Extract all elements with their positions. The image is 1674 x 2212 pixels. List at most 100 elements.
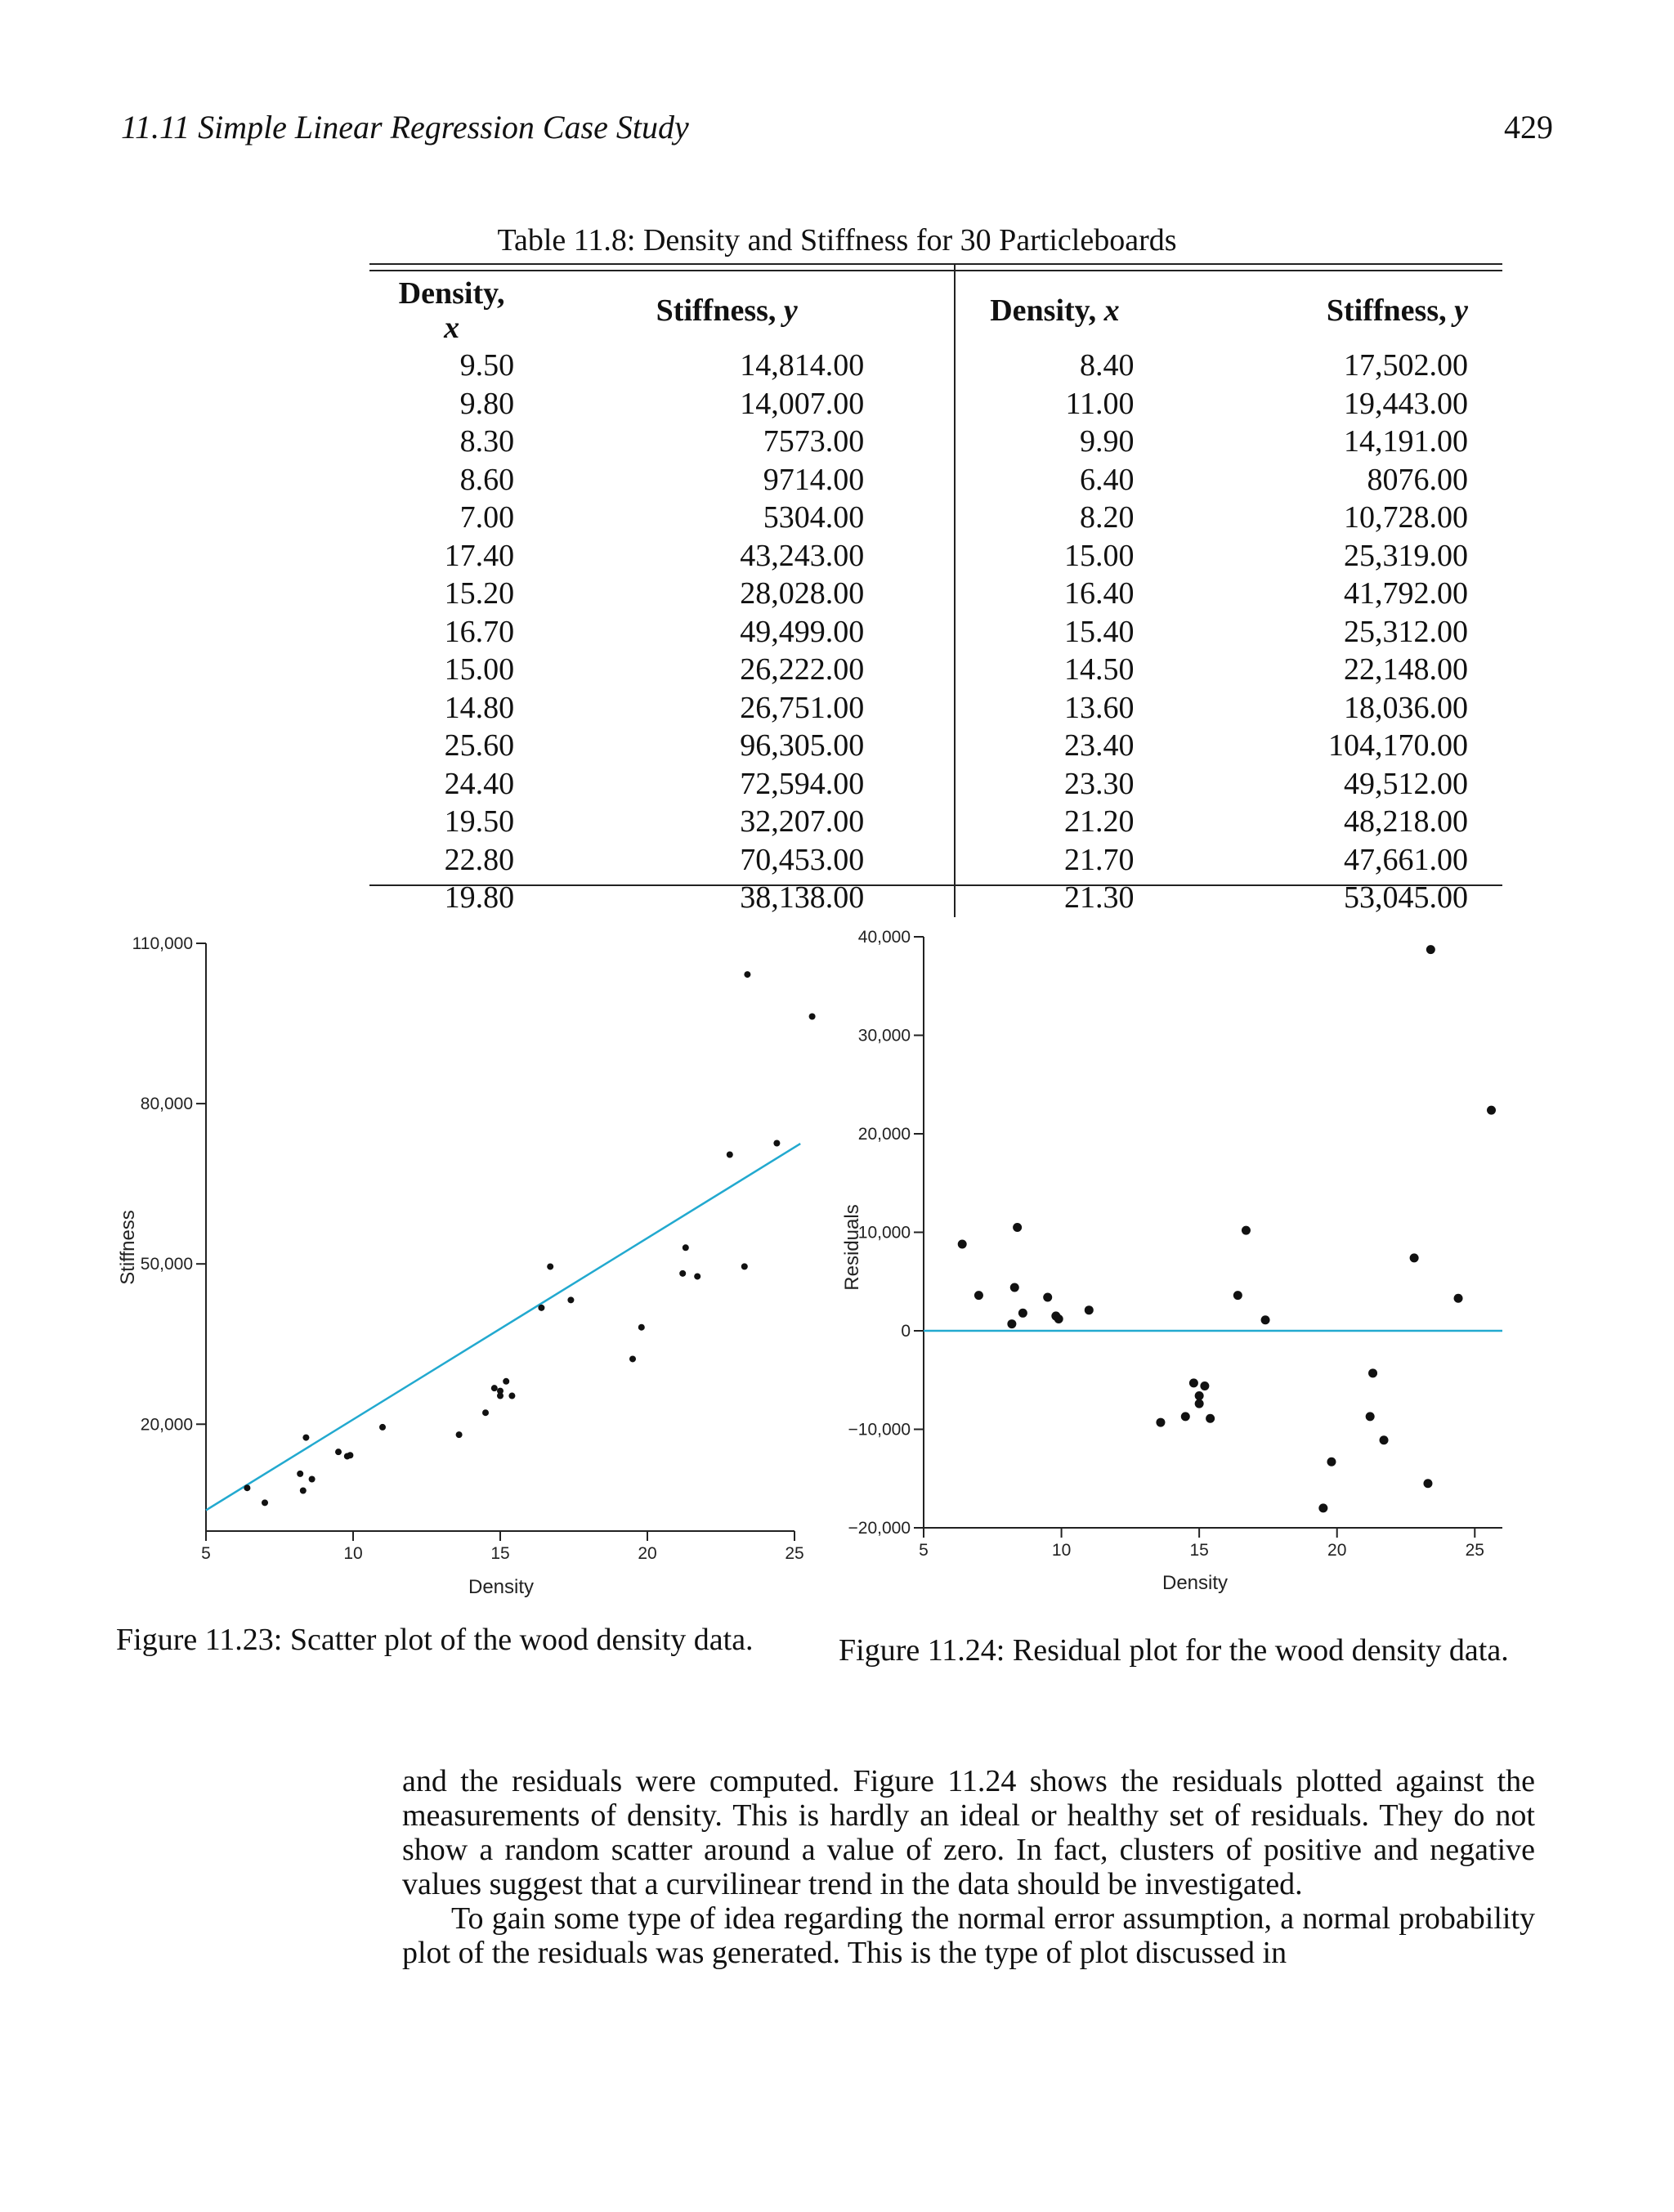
table-cell: 9714.00 <box>570 460 956 499</box>
x-axis-label: Density <box>1162 1572 1228 1594</box>
table-cell: 11.00 <box>1065 386 1135 421</box>
paragraph: and the residuals were computed. Figure … <box>402 1764 1535 1901</box>
data-point <box>497 1387 504 1395</box>
table-row: 15.00 26,222.00 14.50 22,148.00 <box>369 651 1502 689</box>
table-cell: 22,148.00 <box>1344 652 1468 687</box>
data-point <box>682 1244 689 1252</box>
y-tick-label: 30,000 <box>858 1027 911 1046</box>
data-point <box>567 1296 575 1304</box>
table-cell: 18,036.00 <box>1344 690 1468 725</box>
data-point <box>744 971 751 978</box>
table-row: 16.70 49,499.00 15.40 25,312.00 <box>369 612 1502 651</box>
data-point <box>629 1355 636 1363</box>
table-cell: 14,007.00 <box>570 384 956 423</box>
x-tick-label: 20 <box>638 1544 656 1563</box>
table-row: 8.60 9714.00 6.40 8076.00 <box>369 460 1502 499</box>
x-tick-label: 15 <box>1189 1541 1208 1560</box>
data-point <box>1007 1319 1017 1329</box>
table-cell: 8076.00 <box>1367 462 1469 497</box>
table-cell: 72,594.00 <box>570 764 956 803</box>
table-cell: 22.80 <box>444 842 515 877</box>
data-point <box>1180 1412 1190 1422</box>
data-point <box>1379 1435 1389 1445</box>
table-cell: 14.80 <box>444 690 515 725</box>
table-cell: 25,319.00 <box>1344 538 1468 573</box>
data-point <box>482 1409 489 1417</box>
table-row: 17.40 43,243.00 15.00 25,319.00 <box>369 536 1502 575</box>
table-cell: 53,045.00 <box>1344 880 1468 915</box>
data-point <box>1018 1308 1027 1318</box>
y-tick-label: 0 <box>901 1322 911 1341</box>
table-cell: 25,312.00 <box>1344 614 1468 649</box>
chart-axes <box>205 943 794 1532</box>
data-point <box>808 1013 816 1020</box>
table-cell: 19,443.00 <box>1344 386 1468 421</box>
table-row: 7.00 5304.00 8.20 10,728.00 <box>369 499 1502 537</box>
table-cell: 26,751.00 <box>570 688 956 727</box>
data-point <box>1426 945 1435 955</box>
x-tick-label: 25 <box>1466 1541 1484 1560</box>
table-cell: 23.30 <box>1064 766 1135 801</box>
table-header-cell: Density, x <box>398 276 505 345</box>
data-point <box>1194 1399 1204 1408</box>
x-tick-label: 20 <box>1327 1541 1346 1560</box>
data-table: Density, x Stiffness, y Density, x Stiff… <box>369 263 1502 917</box>
table-cell: 13.60 <box>1064 690 1135 725</box>
data-point <box>1200 1381 1210 1390</box>
data-point <box>694 1273 701 1280</box>
table-cell: 6.40 <box>1080 462 1135 497</box>
table-cell: 70,453.00 <box>570 840 956 879</box>
data-point <box>503 1377 510 1385</box>
data-point <box>1487 1105 1497 1115</box>
y-tick-label: 50,000 <box>141 1255 193 1274</box>
chart-points <box>957 945 1497 1513</box>
data-point <box>547 1263 554 1270</box>
table-cell: 9.80 <box>459 386 515 421</box>
data-point <box>1327 1457 1336 1466</box>
table-cell: 26,222.00 <box>570 651 956 689</box>
table-cell: 14,191.00 <box>1344 424 1468 459</box>
section-title: 11.11 Simple Linear Regression Case Stud… <box>121 109 689 146</box>
table-cell: 24.40 <box>444 766 515 801</box>
x-tick-label: 10 <box>1052 1541 1071 1560</box>
figure-caption-1: Figure 11.23: Scatter plot of the wood d… <box>116 1623 754 1657</box>
data-point <box>1409 1253 1419 1263</box>
table-row: 9.50 14,814.00 8.40 17,502.00 <box>369 347 1502 385</box>
table-cell: 21.70 <box>1064 842 1135 877</box>
data-point <box>455 1431 463 1439</box>
table-row: 19.50 32,207.00 21.20 48,218.00 <box>369 803 1502 841</box>
data-point <box>497 1392 504 1399</box>
table-cell: 16.70 <box>444 614 515 649</box>
table-header-cell: Stiffness, y <box>570 264 956 347</box>
table-cell: 32,207.00 <box>570 803 956 841</box>
table-cell: 19.80 <box>444 880 515 915</box>
data-point <box>1084 1305 1094 1315</box>
data-point <box>957 1239 967 1249</box>
table-cell: 21.30 <box>1064 880 1135 915</box>
table-cell: 8.20 <box>1080 500 1135 535</box>
table-cell: 8.40 <box>1080 348 1135 383</box>
table-cell: 49,499.00 <box>570 612 956 651</box>
data-point <box>1206 1413 1215 1423</box>
table-header-row: Density, x Stiffness, y Density, x Stiff… <box>369 264 1502 347</box>
data-point <box>302 1434 310 1441</box>
data-point <box>297 1470 304 1477</box>
table-bottom-rule <box>369 884 1502 886</box>
table-cell: 96,305.00 <box>570 727 956 765</box>
data-point <box>1318 1503 1328 1513</box>
y-tick-label: 20,000 <box>858 1125 911 1144</box>
table-row: 22.80 70,453.00 21.70 47,661.00 <box>369 840 1502 879</box>
x-tick-label: 5 <box>919 1541 929 1560</box>
x-axis-label: Density <box>468 1576 534 1598</box>
table-cell: 49,512.00 <box>1344 766 1468 801</box>
data-point <box>638 1323 645 1331</box>
table-header-cell: Density, x <box>990 293 1120 328</box>
table-header-cell: Stiffness, y <box>1326 293 1468 328</box>
table-cell: 15.00 <box>1064 538 1135 573</box>
y-tick-label: 110,000 <box>132 934 193 953</box>
table-row: 14.80 26,751.00 13.60 18,036.00 <box>369 688 1502 727</box>
table-cell: 7.00 <box>459 500 515 535</box>
table-cell: 10,728.00 <box>1344 500 1468 535</box>
table-cell: 9.50 <box>459 348 515 383</box>
y-axis-label: Residuals <box>841 1204 863 1290</box>
